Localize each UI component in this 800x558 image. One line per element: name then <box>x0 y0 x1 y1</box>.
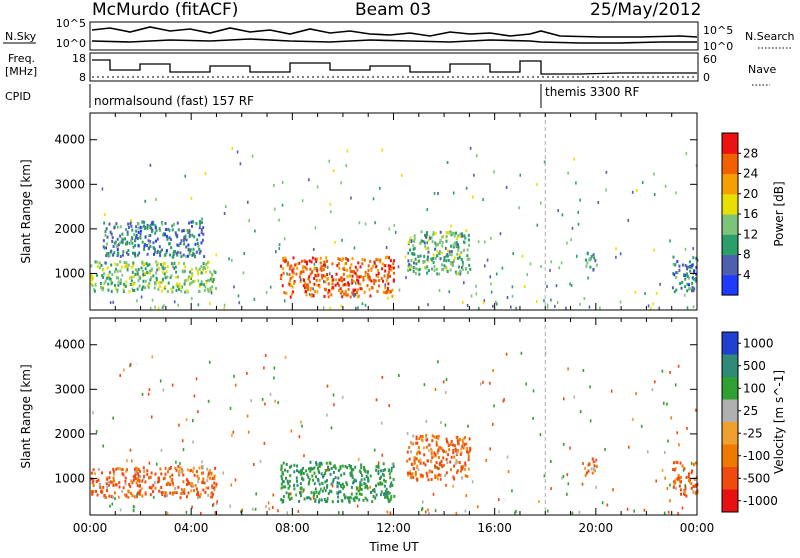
power-colorbar-swatch <box>722 254 738 276</box>
power-colorbar-tick-label: 20 <box>743 187 758 201</box>
freq-label-2: [MHz] <box>5 65 37 78</box>
velocity-colorbar-swatch <box>722 399 738 423</box>
x-tick-label: 20:00 <box>579 521 614 535</box>
velocity-colorbar-tick-label: -100 <box>743 449 770 463</box>
power-panel: 1000 2000 3000 4000 Slant Range [km] <box>19 112 699 311</box>
freq-left-tick-bottom: 8 <box>79 71 86 84</box>
velocity-colorbar-tick-label: -1000 <box>743 494 778 508</box>
y-tick-label: 2000 <box>54 222 85 236</box>
x-tick-label: 16:00 <box>477 521 512 535</box>
y-tick-label: 1000 <box>54 471 85 485</box>
station-title: McMurdo (fitACF) <box>92 0 238 20</box>
power-echo-region <box>90 260 217 294</box>
velocity-colorbar-swatch <box>722 377 738 400</box>
noise-right-tick-top: 10^5 <box>703 24 733 37</box>
velocity-colorbar-tick-label: -500 <box>743 471 770 485</box>
velocity-colorbar-tick-label: 1000 <box>743 336 774 350</box>
power-colorbar-tick-label: 16 <box>743 207 758 221</box>
power-colorbar-tick-label: 4 <box>743 268 751 282</box>
y-tick-label: 1000 <box>54 266 85 280</box>
velocity-colorbar-swatch <box>722 332 738 355</box>
power-colorbar-tick-label: 28 <box>743 146 758 160</box>
noise-right-tick-bottom: 10^0 <box>703 40 733 53</box>
power-echo-region <box>407 229 472 276</box>
velocity-colorbar-frame <box>721 331 739 513</box>
x-tick-label: 08:00 <box>275 521 310 535</box>
velocity-colorbar-swatch <box>722 444 738 468</box>
nsky-label: N.Sky <box>5 30 37 43</box>
nave-right-tick-bottom: 0 <box>703 71 710 84</box>
power-colorbar: 4 8 12 16 20 24 28 Power [dB] <box>721 132 786 296</box>
velocity-colorbar-swatch <box>722 467 738 490</box>
date-title: 25/May/2012 <box>590 0 702 20</box>
cpid-label: CPID <box>5 90 31 103</box>
x-tick-label: 00:00 <box>680 521 715 535</box>
velocity-colorbar-swatch <box>722 489 738 513</box>
velocity-y-axis-label: Slant Range [km] <box>19 364 33 468</box>
x-tick-label: 00:00 <box>73 521 108 535</box>
velocity-plot-area <box>90 318 697 515</box>
power-colorbar-swatch <box>722 153 738 175</box>
power-colorbar-tick-label: 12 <box>743 227 758 241</box>
noise-panel-frame <box>89 21 699 51</box>
power-noise-speckle <box>101 146 698 310</box>
power-colorbar-swatch <box>722 133 738 154</box>
velocity-colorbar-swatch <box>722 422 738 445</box>
y-tick-label: 4000 <box>54 133 85 147</box>
y-tick-label: 2000 <box>54 427 85 441</box>
velocity-colorbar-tick-label: 100 <box>743 381 766 395</box>
freq-trace <box>92 59 697 78</box>
beam-title: Beam 03 <box>355 0 431 20</box>
x-tick-label: 04:00 <box>174 521 209 535</box>
nsearch-label: N.Search <box>745 30 795 43</box>
velocity-colorbar-label: Velocity [m s^-1] <box>772 370 786 474</box>
x-tick-label: 12:00 <box>376 521 411 535</box>
power-colorbar-label: Power [dB] <box>772 181 786 246</box>
velocity-echo-region <box>406 434 472 482</box>
velocity-echo-region <box>90 465 218 500</box>
power-colorbar-swatch <box>722 274 738 296</box>
noise-left-tick-top: 10^5 <box>56 17 86 30</box>
y-tick-label: 3000 <box>54 177 85 191</box>
power-colorbar-swatch <box>722 173 738 195</box>
freq-panel-frame <box>89 52 699 82</box>
velocity-colorbar-tick-label: 25 <box>743 404 758 418</box>
velocity-colorbar-tick-label: -25 <box>743 426 763 440</box>
power-colorbar-swatch <box>722 234 738 256</box>
power-echo-region <box>102 220 206 259</box>
nave-right-tick-top: 60 <box>703 53 717 66</box>
power-colorbar-swatch <box>722 214 738 235</box>
velocity-colorbar-swatch <box>722 354 738 378</box>
velocity-colorbar-tick-label: 500 <box>743 359 766 373</box>
freq-label-1: Freq. <box>8 52 35 65</box>
velocity-panel: 1000 2000 3000 4000 Slant Range [km] 00:00 04:… <box>19 317 715 535</box>
y-tick-label: 3000 <box>54 382 85 396</box>
noise-trace <box>91 26 698 44</box>
power-colorbar-swatch <box>722 193 738 215</box>
power-echo-region <box>585 251 598 272</box>
y-tick-label: 4000 <box>54 338 85 352</box>
power-y-axis-label: Slant Range [km] <box>19 159 33 263</box>
power-colorbar-tick-label: 24 <box>743 167 758 181</box>
x-axis-title: Time UT <box>368 540 419 554</box>
velocity-colorbar: 1000 500 100 25 -25 -100 -500 -1000 Velocity [m … <box>721 331 786 513</box>
velocity-noise-speckle <box>92 351 697 515</box>
power-colorbar-tick-label: 8 <box>743 248 751 262</box>
cpid-program-2: themis 3300 RF <box>545 85 639 99</box>
freq-left-tick-top: 18 <box>72 52 86 65</box>
power-echo-region <box>671 255 699 294</box>
noise-left-tick-bottom: 10^0 <box>56 37 86 50</box>
cpid-program-1: normalsound (fast) 157 RF <box>94 94 254 108</box>
power-echo-region <box>279 255 396 299</box>
nave-label: Nave <box>748 63 776 76</box>
